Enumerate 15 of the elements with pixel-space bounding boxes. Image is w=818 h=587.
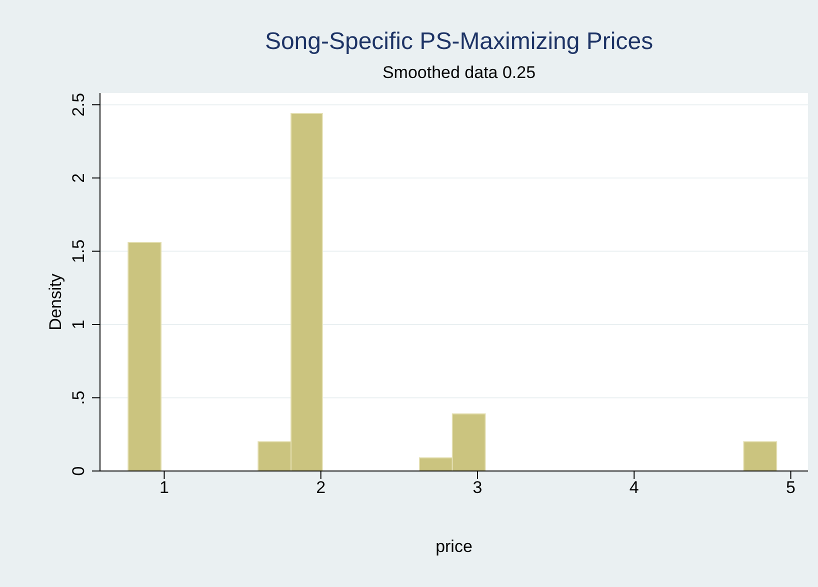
chart-subtitle: Smoothed data 0.25 [381,63,537,83]
y-tick-label: 1.5 [69,239,88,264]
y-tick-label: 1 [69,320,88,330]
x-tick-label: 2 [316,478,326,498]
y-tick-label: 0 [69,466,88,476]
x-tick-label: 1 [159,478,169,498]
chart-title: Song-Specific PS-Maximizing Prices [264,28,654,56]
y-tick-label: .5 [69,390,88,405]
x-tick-label: 3 [472,478,482,498]
x-axis-title: price [434,537,474,557]
y-axis-title: Density [46,274,66,330]
y-tick-label: 2.5 [69,92,88,117]
y-tick-label: 2 [69,173,88,183]
x-tick-label: 4 [629,478,639,498]
x-tick-label: 5 [786,478,796,498]
